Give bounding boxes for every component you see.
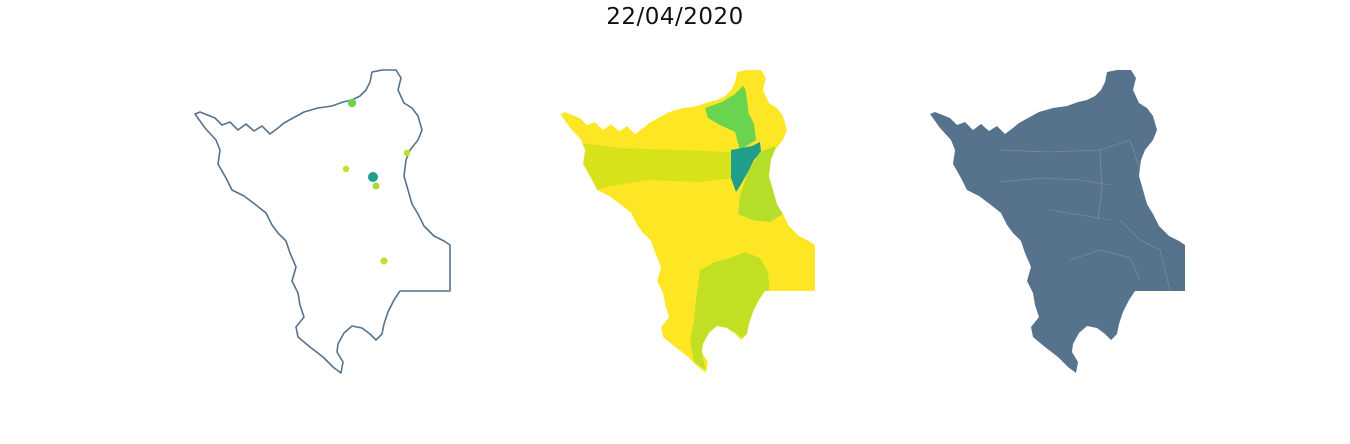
map-point	[372, 182, 380, 190]
map-point	[368, 172, 378, 182]
outline-map-panel	[194, 69, 451, 374]
choropleth-region-north	[705, 86, 756, 150]
choropleth-region-west	[560, 140, 735, 192]
state-fill	[930, 70, 1185, 373]
map-date-title: 22/04/2020	[606, 4, 744, 30]
choropleth-region-southeast	[776, 212, 815, 291]
choropleth-region-center	[731, 142, 761, 192]
municipality-borders	[999, 139, 1171, 291]
map-point	[403, 149, 411, 157]
choropleth-map-panel	[559, 69, 816, 374]
map-point	[347, 98, 357, 108]
map-point	[380, 257, 388, 265]
filled-map-panel	[930, 70, 1185, 373]
map-point	[342, 165, 350, 173]
state-outline	[194, 69, 451, 374]
choropleth-region-northeast	[743, 70, 795, 150]
